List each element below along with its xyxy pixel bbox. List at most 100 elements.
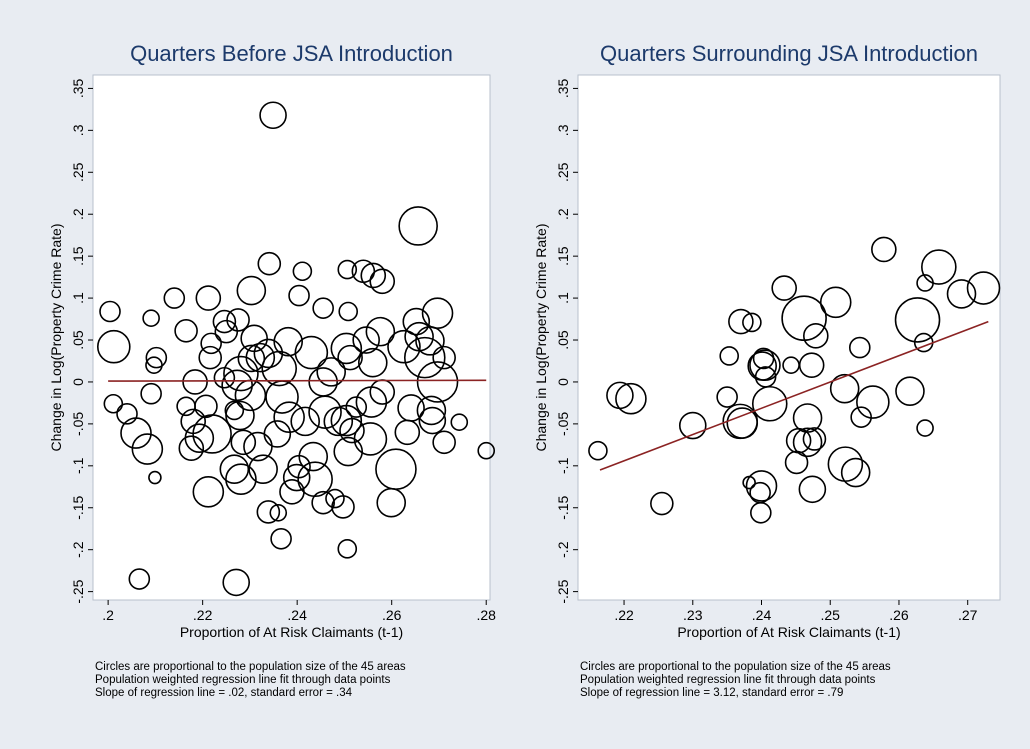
x-tick-label: .24 (752, 607, 772, 623)
bubble (294, 335, 329, 370)
bubble (345, 396, 368, 418)
chart-title: Quarters Before JSA Introduction (130, 41, 453, 66)
bubble (716, 386, 738, 408)
chart-title: Quarters Surrounding JSA Introduction (600, 41, 978, 66)
bubble (615, 382, 647, 415)
x-tick-label: .22 (614, 607, 634, 623)
y-tick-label: .2 (70, 208, 86, 220)
bubble (360, 262, 387, 289)
bubble (270, 527, 292, 550)
x-tick-label: .2 (102, 607, 114, 623)
y-tick-label: 0 (70, 378, 86, 386)
bubble (263, 420, 292, 448)
bubble (174, 318, 198, 343)
y-tick-label: .25 (70, 162, 86, 182)
bubble (416, 361, 459, 403)
bubble (895, 376, 925, 406)
bubble (781, 295, 827, 342)
y-tick-label: -.1 (555, 457, 571, 474)
bubble (803, 323, 829, 349)
bubble (333, 436, 364, 467)
bubble (219, 454, 250, 484)
bubble (259, 101, 287, 130)
bubble (752, 347, 775, 370)
bubble (798, 475, 827, 504)
bubble (403, 336, 446, 379)
x-tick-label: .27 (958, 607, 978, 623)
bubble (96, 329, 131, 364)
bubble (394, 419, 421, 446)
y-tick-label: .05 (70, 330, 86, 350)
bubble (292, 261, 313, 282)
bubble (148, 470, 162, 485)
bubble (337, 539, 358, 559)
note: Slope of regression line = .02, standard… (95, 687, 353, 699)
x-tick-label: .26 (382, 607, 402, 623)
y-tick-label: -.05 (555, 412, 571, 436)
plot-area (92, 74, 491, 601)
y-tick-label: .05 (555, 330, 571, 350)
bubble (213, 366, 236, 389)
bubble (798, 352, 825, 378)
x-tick-label: .23 (683, 607, 703, 623)
bubble (145, 356, 163, 374)
note: Population weighted regression line fit … (580, 674, 876, 686)
bubble (338, 301, 359, 322)
bubble (432, 430, 456, 455)
bubble (829, 373, 860, 404)
bubble (182, 369, 208, 395)
bubble (416, 395, 447, 426)
bubble (180, 408, 206, 435)
bubble (200, 332, 222, 355)
bubble (140, 382, 162, 405)
bubble (792, 427, 823, 458)
note: Circles are proportional to the populati… (580, 661, 891, 673)
bubble (337, 344, 363, 371)
note: Slope of regression line = 3.12, standar… (580, 687, 843, 699)
bubble (871, 236, 897, 263)
x-axis-label: Proportion of At Risk Claimants (t-1) (180, 624, 403, 640)
bubble (198, 345, 223, 370)
bubble (312, 297, 334, 319)
bubble (751, 385, 788, 422)
x-tick-label: .24 (287, 607, 307, 623)
y-tick-label: .3 (70, 124, 86, 136)
bubble (256, 500, 281, 524)
bubble (226, 308, 250, 332)
bubble (719, 346, 740, 366)
bubble (192, 476, 225, 508)
bubble (142, 309, 160, 328)
bubble (195, 285, 222, 311)
bubble (418, 406, 447, 435)
bubble (749, 481, 771, 504)
bubble (840, 457, 871, 488)
bubble (894, 297, 941, 343)
bubble (749, 349, 781, 381)
bubble (398, 206, 438, 246)
bubble (365, 316, 396, 347)
bubble (248, 454, 278, 484)
y-tick-label: .25 (555, 162, 571, 182)
bubble (273, 326, 303, 357)
y-tick-label: .1 (70, 292, 86, 304)
y-tick-label: .15 (555, 246, 571, 266)
bubble (477, 441, 496, 460)
y-tick-label: .35 (70, 78, 86, 98)
bubble (311, 490, 335, 515)
y-tick-label: -.2 (555, 541, 571, 558)
bubble (273, 401, 305, 433)
bubble (224, 400, 245, 421)
y-axis-label: Change in Log(Property Crime Rate) (48, 224, 64, 452)
bubble (850, 406, 872, 428)
bubble (225, 463, 257, 496)
bubble (222, 568, 251, 597)
bubble (357, 347, 388, 378)
y-tick-label: -.25 (555, 579, 571, 603)
y-tick-label: -.25 (70, 579, 86, 603)
bubble (819, 286, 852, 319)
bubble (792, 403, 823, 433)
plot-area (577, 74, 1001, 601)
note: Circles are proportional to the populati… (95, 661, 406, 673)
bubble (966, 271, 1001, 305)
